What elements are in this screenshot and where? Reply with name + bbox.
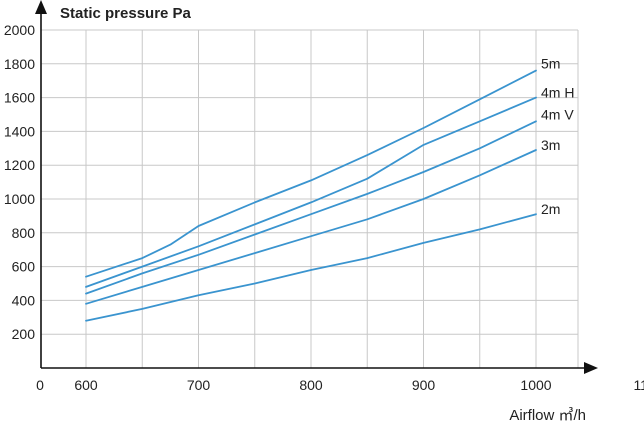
y-tick-label-1200: 1200 bbox=[4, 157, 35, 173]
series-line-4m-h bbox=[85, 96, 537, 288]
y-tick-labels: 200 400 600 800 1000 1200 1400 1600 1800 2000 bbox=[4, 22, 35, 342]
x-axis-title: Airflow ㎥/h bbox=[509, 407, 586, 423]
y-tick-label-2000: 2000 bbox=[4, 22, 35, 38]
y-tick-label-1600: 1600 bbox=[4, 90, 35, 106]
series-label-5m: 5m bbox=[541, 56, 560, 72]
series-lines bbox=[85, 69, 537, 322]
x-axis-arrow bbox=[584, 362, 598, 374]
y-tick-label-600: 600 bbox=[12, 259, 36, 275]
series-line-2m bbox=[85, 213, 537, 322]
y-axis-title: Static pressure Pa bbox=[60, 5, 192, 22]
x-tick-label-600: 600 bbox=[74, 377, 98, 393]
y-tick-label-800: 800 bbox=[12, 225, 36, 241]
x-tick-label-1000: 1000 bbox=[520, 377, 551, 393]
series-label-4m-h: 4m H bbox=[541, 85, 574, 101]
y-tick-label-1400: 1400 bbox=[4, 123, 35, 139]
axes bbox=[35, 0, 598, 374]
x-tick-label-900: 900 bbox=[412, 377, 436, 393]
y-tick-label-1000: 1000 bbox=[4, 191, 35, 207]
x-tick-label-1100: 1100 bbox=[633, 377, 644, 393]
grid bbox=[41, 29, 579, 368]
series-line-5m bbox=[85, 69, 537, 278]
x-tick-label-700: 700 bbox=[187, 377, 211, 393]
y-tick-label-400: 400 bbox=[12, 292, 36, 308]
series-line-3m bbox=[85, 149, 537, 305]
x-tick-labels: 0 600 700 800 900 1000 1100 bbox=[36, 377, 644, 393]
x-origin-label: 0 bbox=[36, 377, 44, 393]
x-tick-label-800: 800 bbox=[299, 377, 323, 393]
y-tick-label-200: 200 bbox=[12, 326, 36, 342]
series-labels: 5m 4m H 4m V 3m 2m bbox=[541, 56, 574, 218]
series-line-4m-v bbox=[85, 120, 537, 295]
y-tick-label-1800: 1800 bbox=[4, 56, 35, 72]
series-label-4m-v: 4m V bbox=[541, 106, 574, 122]
series-label-3m: 3m bbox=[541, 137, 560, 153]
y-axis-arrow bbox=[35, 0, 47, 14]
series-label-2m: 2m bbox=[541, 201, 560, 217]
